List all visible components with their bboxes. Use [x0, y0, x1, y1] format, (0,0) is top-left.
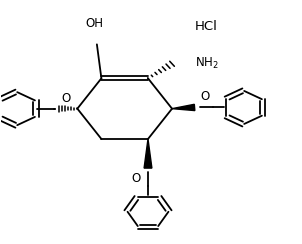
Text: HCl: HCl [195, 20, 218, 33]
Text: O: O [200, 90, 210, 103]
Polygon shape [144, 139, 152, 168]
Text: OH: OH [85, 17, 103, 30]
Text: O: O [61, 92, 70, 104]
Text: NH$_2$: NH$_2$ [194, 56, 218, 71]
Polygon shape [172, 104, 195, 111]
Text: O: O [131, 172, 140, 185]
